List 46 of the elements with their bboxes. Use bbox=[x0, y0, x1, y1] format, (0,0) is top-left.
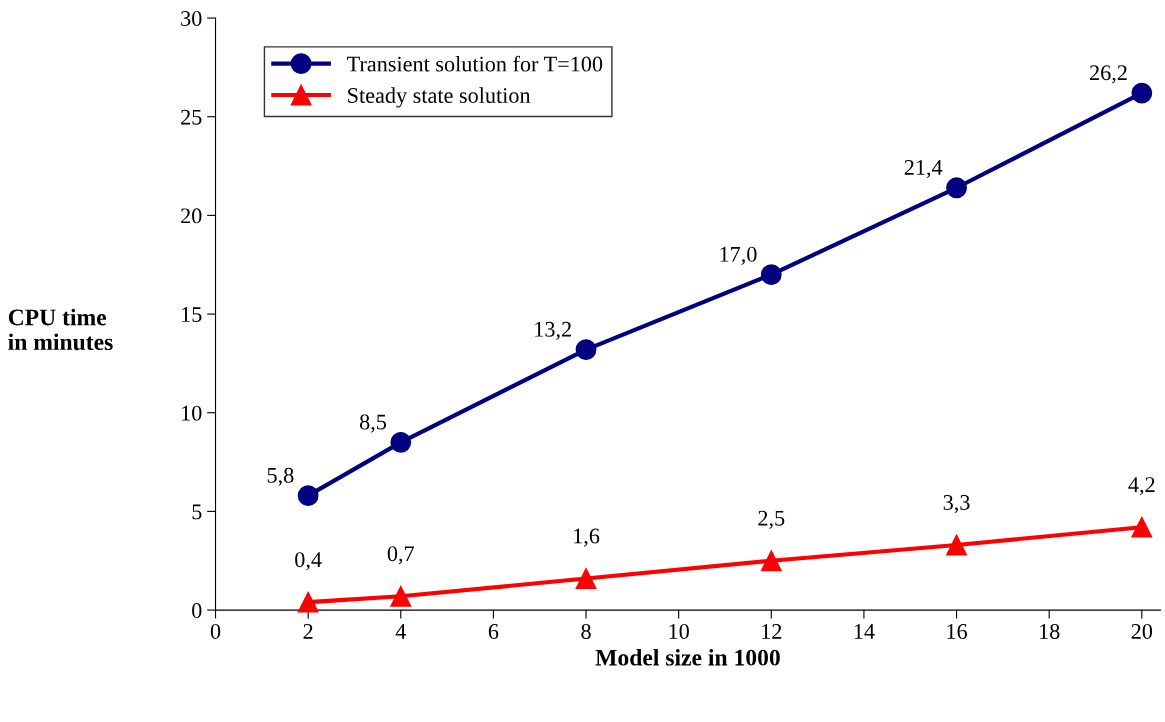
data-label: 0,7 bbox=[387, 546, 415, 565]
data-label: 26,2 bbox=[1090, 65, 1127, 84]
data-label: 4,2 bbox=[1128, 477, 1155, 496]
point bbox=[390, 431, 412, 453]
data-label: 13,2 bbox=[535, 321, 571, 340]
data-label: 21,4 bbox=[904, 159, 943, 179]
point bbox=[575, 339, 597, 361]
data-label: 3,3 bbox=[943, 494, 970, 514]
y-tick-label: 10 bbox=[182, 405, 202, 421]
point bbox=[760, 550, 782, 572]
y-axis-title: CPU time in minutes bbox=[8, 308, 113, 351]
y-tick-label: 20 bbox=[181, 208, 202, 224]
legend-label: Transient solution for T=100 bbox=[347, 55, 603, 72]
point bbox=[297, 591, 319, 613]
data-label: 8,5 bbox=[359, 414, 387, 433]
y-tick-label: 15 bbox=[182, 307, 202, 322]
point bbox=[946, 177, 967, 199]
point bbox=[1131, 516, 1153, 538]
y-tick-label: 25 bbox=[181, 109, 202, 125]
data-label: 1,6 bbox=[574, 528, 600, 547]
x-tick-label: 2 bbox=[303, 623, 313, 639]
x-tick-label: 8 bbox=[581, 623, 591, 639]
x-tick-label: 4 bbox=[395, 624, 406, 639]
x-axis-title: Model size in 1000 bbox=[595, 648, 780, 666]
point bbox=[1131, 82, 1153, 104]
data-label: 0,4 bbox=[295, 552, 322, 571]
point bbox=[575, 568, 597, 589]
x-tick-label: 0 bbox=[210, 623, 221, 639]
point bbox=[760, 264, 782, 286]
point bbox=[946, 534, 967, 556]
x-tick-label: 6 bbox=[488, 623, 499, 639]
data-label: 17,0 bbox=[720, 246, 757, 265]
y-tick-label: 0 bbox=[192, 603, 202, 619]
point bbox=[297, 485, 319, 507]
x-tick-label: 20 bbox=[1131, 623, 1153, 639]
x-tick-label: 18 bbox=[1040, 623, 1060, 639]
y-tick-label: 30 bbox=[181, 10, 202, 26]
x-tick-label: 16 bbox=[947, 623, 967, 639]
x-tick-label: 14 bbox=[854, 624, 875, 639]
x-tick-label: 10 bbox=[669, 623, 689, 639]
data-label: 5,8 bbox=[267, 467, 294, 486]
data-label: 2,5 bbox=[758, 510, 785, 529]
legend-label: Steady state solution bbox=[348, 87, 531, 108]
y-tick-label: 5 bbox=[192, 504, 202, 520]
x-tick-label: 12 bbox=[762, 623, 782, 639]
point bbox=[390, 585, 412, 607]
